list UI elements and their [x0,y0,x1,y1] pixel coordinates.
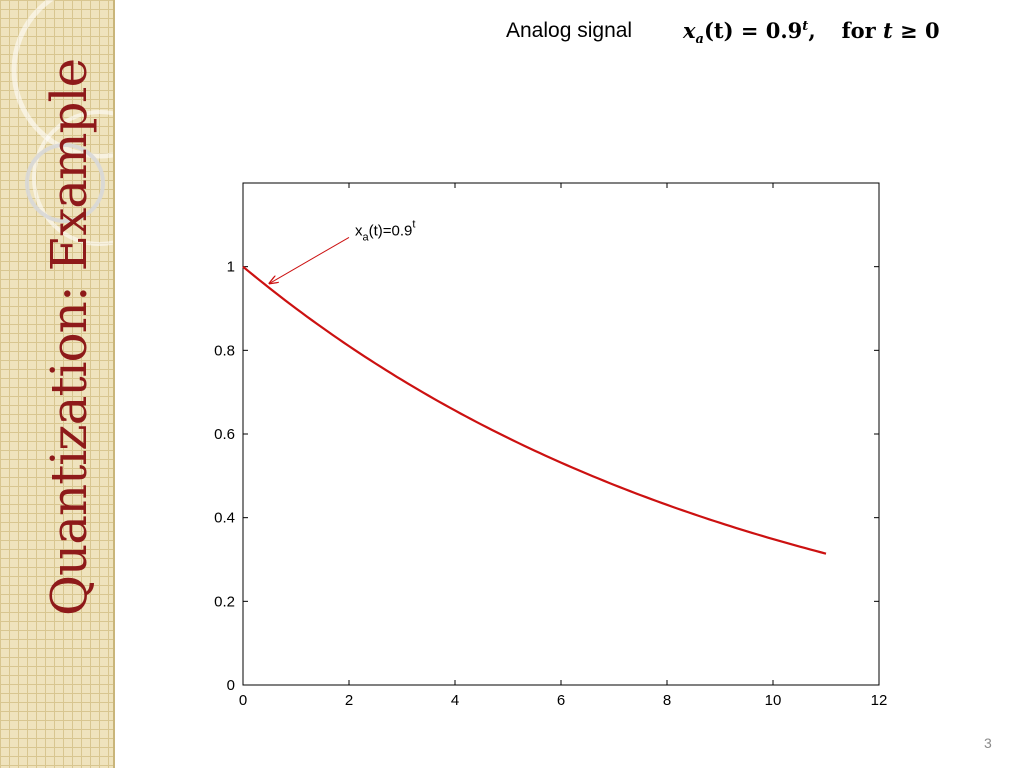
x-tick-label: 6 [557,692,565,709]
x-tick-label: 12 [871,692,888,709]
series-line [242,265,827,555]
formula-cond-rest: ≥ 0 [892,18,940,43]
line-chart: 0 2 4 6 8 10 12 0 0.2 0.4 0.6 0.8 1 xa(t)=0.9t [214,182,888,709]
annotation-mid: (t)=0.9 [369,222,413,239]
annotation-sub: a [363,231,370,243]
annotation-arrow [270,236,350,283]
formula-lhs-sub: a [695,32,704,48]
annotation-label: xa(t)=0.9t [355,218,415,243]
formula-lhs-exp: t [802,19,809,34]
formula-comma: , [808,18,816,43]
x-tick-label: 2 [345,692,353,709]
y-tick-label: 0.4 [214,510,235,527]
formula-lhs-arg: (t) = 0.9 [703,18,803,43]
x-tick-label: 4 [451,692,459,709]
y-tick-label: 1 [227,259,235,276]
y-tick-label: 0 [227,677,235,694]
formula-lhs-var: x [683,18,696,43]
sidebar-decoration: Quantization: Example [0,0,115,768]
decorative-rings [11,0,113,246]
header-label: Analog signal [506,19,633,42]
annotation-sup: t [412,218,415,230]
formula-cond-prefix: for [841,18,884,43]
plot-area [242,182,880,686]
y-tick-label: 0.8 [214,342,235,359]
x-tick-label: 10 [765,692,782,709]
x-tick-label: 8 [663,692,671,709]
y-tick-label: 0.2 [214,593,235,610]
y-tick-label: 0.6 [214,426,235,443]
formula-cond-var: t [883,18,893,43]
x-tick-label: 0 [239,692,247,709]
annotation-base: x [355,222,363,239]
header-formula: xa(t) = 0.9t, for t ≥ 0 [683,18,940,47]
page-number: 3 [984,735,992,751]
slide-title: Quantization: Example [40,58,98,616]
